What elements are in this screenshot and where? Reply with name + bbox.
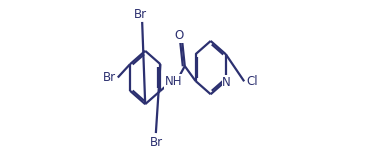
Text: O: O — [174, 29, 184, 42]
Text: Cl: Cl — [247, 75, 258, 88]
Text: N: N — [222, 76, 231, 89]
Text: NH: NH — [165, 75, 182, 88]
Text: Br: Br — [134, 8, 147, 21]
Text: Br: Br — [103, 71, 116, 84]
Text: Br: Br — [150, 136, 163, 149]
